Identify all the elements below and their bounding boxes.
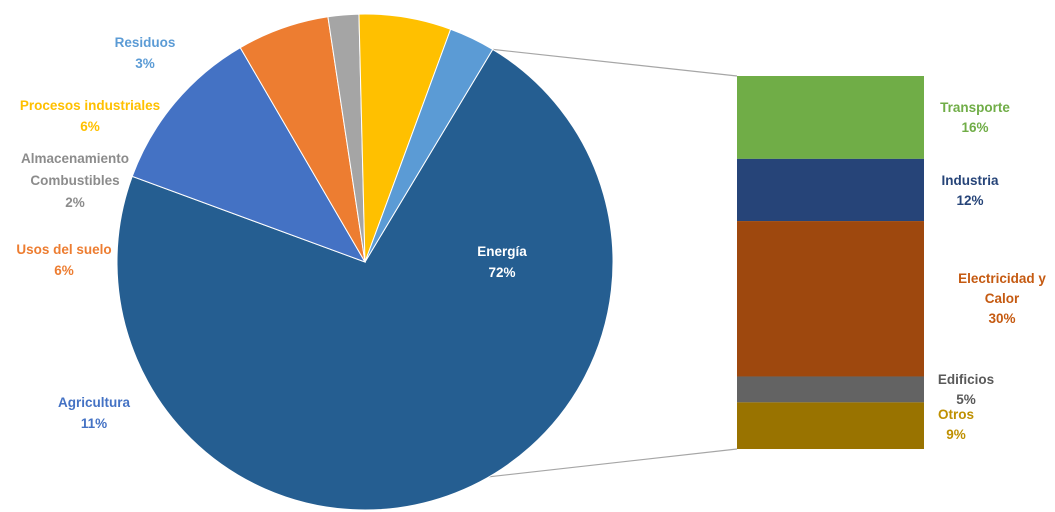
pie-label-agricultura: Agricultura 11% [58, 395, 131, 431]
bar-label-electricidad-y-calor: Electricidad y Calor 30% [958, 271, 1046, 326]
bar-segment-transporte [737, 76, 924, 159]
bar-segment-industria [737, 158, 924, 222]
pie-label-procesos-industriales: Procesos industriales 6% [20, 98, 160, 134]
bar-segment-otros [737, 402, 924, 450]
emissions-pie [116, 13, 614, 511]
pie-label-residuos: Residuos 3% [115, 35, 176, 71]
energy-breakdown-bar [737, 76, 924, 450]
pie-label-usos-del-suelo: Usos del suelo 6% [16, 242, 111, 278]
bar-segment-edificios [737, 376, 924, 403]
pie-slice-agricultura [131, 46, 367, 263]
connector-line-bottom [488, 448, 738, 478]
pie-label-energia: Energía 72% [477, 244, 527, 280]
connector-line-top [492, 48, 738, 77]
pie-slice-energia [116, 48, 614, 511]
bar-segment-electricidad-y-calor [737, 221, 924, 377]
bar-label-edificios: Edificios 5% [938, 372, 994, 407]
connector-lines [488, 48, 738, 478]
bar-label-transporte: Transporte 16% [940, 100, 1010, 135]
pie-label-almacenamiento-combustibles: Almacenamiento Combustibles 2% [21, 151, 129, 210]
bar-label-industria: Industria 12% [941, 173, 998, 208]
chart-labels: Energía 72% Agricultura 11% Usos del suelo 6%… [16, 35, 1046, 442]
bar-label-otros: Otros 9% [938, 407, 974, 442]
pie-slice-residuos [364, 28, 494, 263]
